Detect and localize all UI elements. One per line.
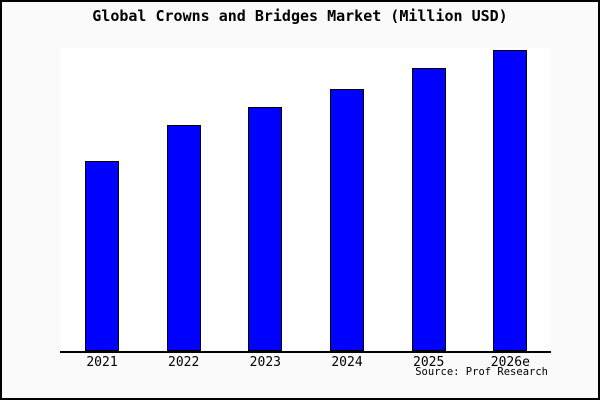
bar-2025 — [411, 68, 446, 351]
plot-area — [60, 48, 551, 353]
chart-title: Global Crowns and Bridges Market (Millio… — [92, 7, 508, 25]
bar-2023 — [248, 107, 283, 351]
bar-2024 — [330, 89, 364, 351]
x-tick-label-2026e: 2026e — [490, 355, 530, 370]
x-tick-label-2024: 2024 — [331, 355, 363, 370]
bar-2022 — [166, 125, 201, 351]
bar-2021 — [85, 161, 119, 351]
bar-2026e — [493, 50, 528, 351]
x-tick-label-2021: 2021 — [86, 355, 118, 370]
x-tick-label-2022: 2022 — [168, 355, 200, 370]
source-credit: Source: Prof Research — [415, 366, 548, 378]
x-tick-label-2023: 2023 — [249, 355, 281, 370]
x-tick-label-2025: 2025 — [413, 355, 445, 370]
